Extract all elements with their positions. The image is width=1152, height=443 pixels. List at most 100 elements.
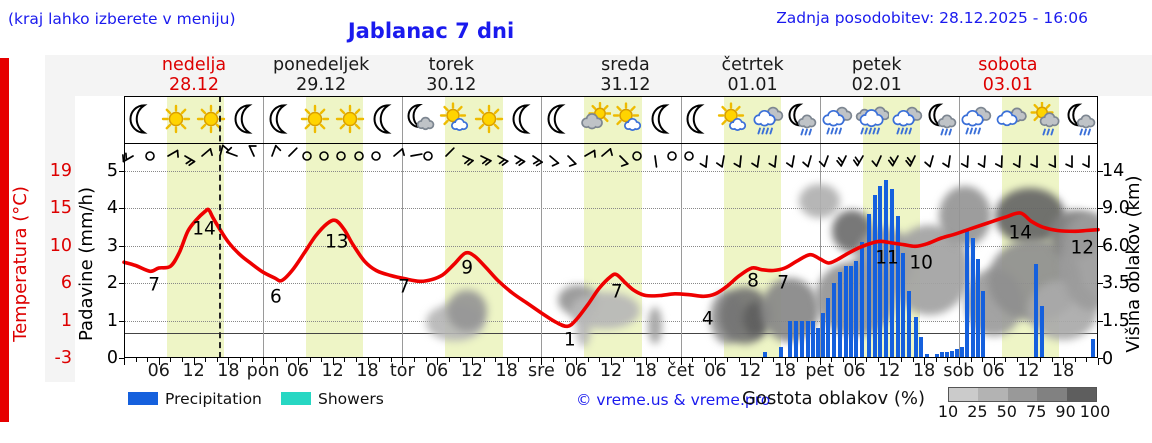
precip-bar	[843, 266, 848, 358]
precip-tick: 5	[106, 160, 118, 181]
precip-bar	[907, 290, 911, 358]
day-name-label: sreda	[601, 55, 650, 75]
x-hour-label: 18	[1052, 361, 1075, 381]
y-tick	[119, 358, 124, 359]
x-hour-label: 12	[321, 361, 344, 381]
weather-icon-rain	[890, 102, 924, 136]
x-hour-label: 18	[217, 361, 240, 381]
temperature-value-label: 4	[701, 308, 714, 330]
precipitation-swatch	[128, 392, 158, 405]
temperature-axis-label: Temperatura (°C)	[10, 186, 31, 342]
temperature-value-label: 7	[148, 274, 160, 296]
x-tick	[761, 358, 763, 362]
cloud-shade-blob	[648, 306, 662, 345]
wind-barb	[415, 143, 441, 169]
x-tick	[193, 358, 195, 365]
x-hour-label: 12	[460, 361, 484, 381]
weather-icon-sun-cloud	[611, 102, 645, 136]
temperature-value-label: 7	[610, 281, 623, 303]
cloud-height-axis-label: Višina oblakov (km)	[1123, 175, 1144, 353]
weather-icon-moon	[124, 102, 158, 136]
x-hour-label: 06	[704, 361, 727, 381]
wind-barb	[241, 143, 267, 169]
temperature-tick: 6	[60, 273, 72, 293]
x-hour-label: 18	[356, 361, 379, 381]
cloud-height-tick: 14	[1102, 160, 1125, 181]
x-tick	[506, 358, 508, 365]
x-tick	[1005, 358, 1007, 362]
x-tick	[448, 358, 450, 362]
plot-border	[124, 96, 125, 358]
y-tick	[1098, 320, 1103, 322]
weather-icon-sun	[472, 102, 506, 136]
x-tick	[402, 358, 404, 365]
precip-bar	[763, 352, 768, 358]
x-tick	[796, 358, 798, 362]
wind-barb	[694, 143, 720, 169]
x-tick	[866, 358, 868, 362]
x-tick	[622, 358, 624, 362]
x-tick	[495, 358, 496, 362]
temperature-value-label: 6	[270, 286, 282, 308]
precip-bar	[811, 320, 816, 358]
wind-barb	[659, 143, 685, 169]
wind-barb	[381, 143, 407, 169]
wind-barb	[589, 143, 615, 169]
wind-barb	[294, 143, 320, 169]
x-tick	[529, 358, 531, 362]
density-swatch	[949, 388, 979, 401]
precip-tick: 1	[106, 310, 118, 331]
temperature-tick: 19	[49, 160, 72, 181]
x-tick	[587, 358, 589, 362]
x-tick	[854, 358, 856, 365]
x-tick	[703, 358, 705, 362]
temperature-value-label: 13	[325, 231, 349, 253]
wind-barb	[902, 143, 928, 169]
precip-bar	[821, 313, 826, 358]
x-tick	[970, 358, 972, 362]
x-tick	[460, 358, 462, 362]
precip-bar	[883, 179, 888, 358]
wind-barb	[607, 143, 633, 169]
precip-bar	[940, 352, 944, 358]
credit-link[interactable]: © vreme.us & vreme.pro	[576, 391, 771, 409]
x-hour-label: 06	[982, 361, 1005, 381]
temperature-tick: 1	[60, 310, 72, 331]
y-tick	[119, 208, 124, 209]
weather-icon-sun	[194, 102, 228, 136]
wind-barb	[624, 143, 650, 169]
x-tick	[599, 358, 601, 362]
y-tick	[1098, 283, 1103, 284]
wind-barb	[955, 143, 981, 169]
x-tick	[228, 358, 230, 365]
current-time-line	[219, 96, 222, 358]
precip-bar	[825, 298, 830, 358]
weather-icon-rain	[820, 102, 854, 136]
x-tick	[147, 358, 149, 362]
weather-icon-sun-rain	[1029, 102, 1063, 136]
temperature-value-label: 7	[398, 276, 410, 298]
precip-bar	[976, 258, 980, 358]
day-date-label: 01.01	[727, 75, 778, 95]
x-tick	[657, 358, 659, 362]
y-tick	[119, 283, 124, 284]
wind-barb	[363, 143, 389, 169]
x-tick	[1016, 358, 1018, 362]
precip-bar	[919, 337, 924, 358]
x-tick	[274, 358, 276, 362]
x-tick	[819, 358, 821, 365]
temperature-tick: 10	[49, 235, 72, 256]
wind-barb	[224, 143, 250, 169]
zero-degree-line	[124, 333, 1098, 334]
precipitation-label: Precipitation	[165, 390, 262, 408]
x-tick	[982, 358, 983, 362]
x-tick	[425, 358, 427, 362]
precip-bar	[872, 194, 877, 358]
precip-bar	[980, 290, 985, 358]
x-tick	[1086, 358, 1088, 362]
x-tick	[483, 358, 485, 362]
weather-icon-moon	[229, 102, 263, 136]
x-tick	[634, 358, 636, 362]
weather-icon-rain-heavy	[855, 102, 889, 136]
